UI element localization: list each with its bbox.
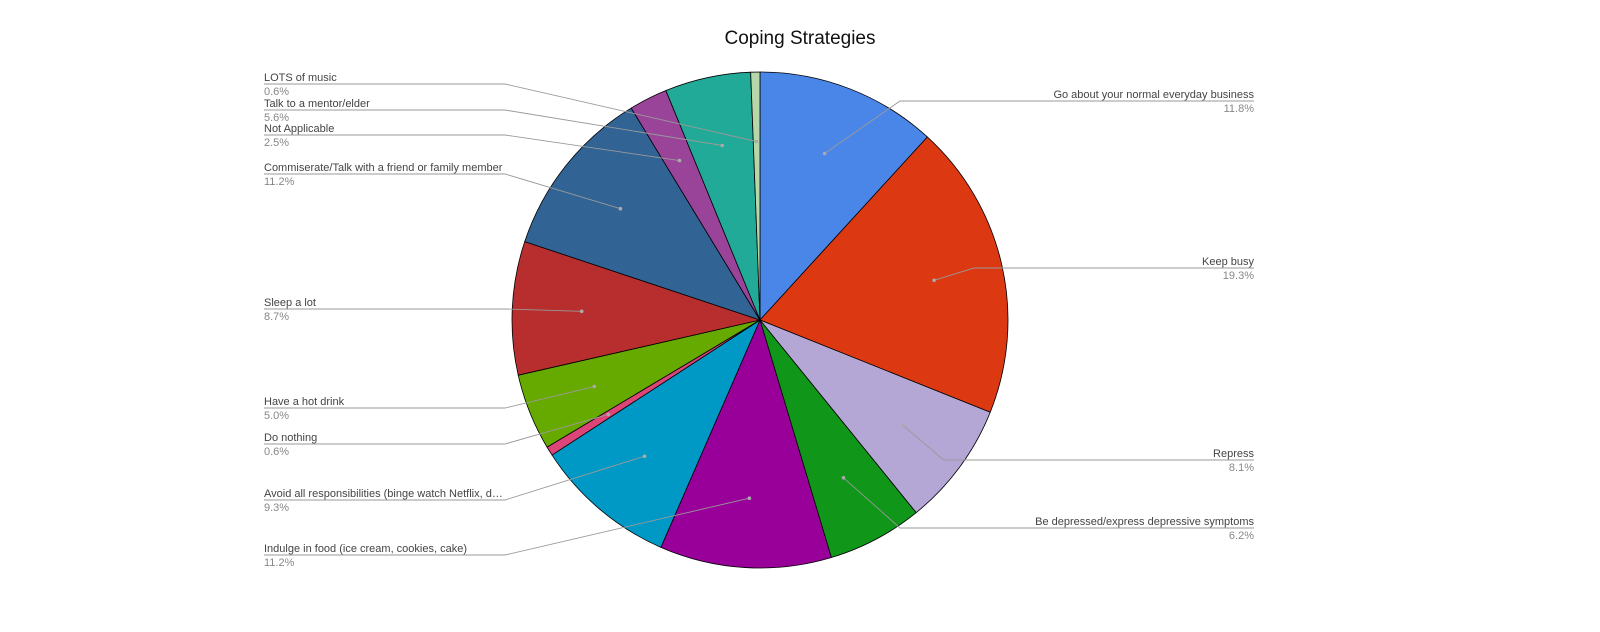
slice-percent-commiserate-talk-with-a-friend-or-family-member: 11.2% [264,176,295,188]
pie-slice-go-about-your-normal-everyday-business[interactable] [759,71,928,321]
slice-percent-be-depressed-express-depressive-symptoms: 6.2% [1229,530,1254,542]
slice-percent-lots-of-music: 0.6% [264,86,289,98]
callout-line-keep-busy [933,267,1254,281]
slice-label-repress: Repress [1213,448,1254,460]
callout-line-not-applicable [264,134,680,162]
slice-percent-go-about-your-normal-everyday-business: 11.8% [1224,103,1255,115]
slice-label-lots-of-music: LOTS of music [264,72,337,84]
slice-percent-have-a-hot-drink: 5.0% [264,410,289,422]
slice-label-sleep-a-lot: Sleep a lot [264,297,316,309]
callout-line-commiserate-talk-with-a-friend-or-family-member [264,173,621,210]
callout-dot-avoid-all-responsibilities-binge-watch-netflix-d [642,454,647,459]
slice-percent-indulge-in-food-ice-cream-cookies-cake: 11.2% [264,557,295,569]
callout-dot-have-a-hot-drink [592,384,597,389]
pie-slices [511,71,1009,569]
callout-line-avoid-all-responsibilities-binge-watch-netflix-d [264,455,645,501]
callout-line-repress [903,425,1254,461]
slice-percent-talk-to-a-mentor-elder: 5.6% [264,112,289,124]
slice-percent-keep-busy: 19.3% [1223,270,1254,282]
pie-slice-commiserate-talk-with-a-friend-or-family-member[interactable] [524,107,761,321]
slice-label-do-nothing: Do nothing [264,432,317,444]
callout-line-lots-of-music [264,83,757,142]
slice-label-be-depressed-express-depressive-symptoms: Be depressed/express depressive symptoms [1035,516,1254,528]
slice-label-talk-to-a-mentor-elder: Talk to a mentor/elder [264,98,370,110]
pie-slice-sleep-a-lot[interactable] [511,241,761,376]
pie-slice-indulge-in-food-ice-cream-cookies-cake[interactable] [660,319,832,569]
callout-line-talk-to-a-mentor-elder [264,109,723,146]
chart-title: Coping Strategies [724,28,876,49]
slice-percent-sleep-a-lot: 8.7% [264,311,289,323]
pie-slice-repress[interactable] [759,319,991,514]
callout-line-sleep-a-lot [264,308,582,312]
slice-percent-not-applicable: 2.5% [264,137,289,149]
callout-line-go-about-your-normal-everyday-business [824,100,1254,154]
callout-dot-talk-to-a-mentor-elder [720,143,724,148]
callout-dot-sleep-a-lot [579,309,584,314]
pie-slice-lots-of-music[interactable] [750,71,761,321]
slice-label-not-applicable: Not Applicable [264,123,334,135]
callout-line-have-a-hot-drink [264,386,595,409]
callout-line-be-depressed-express-depressive-symptoms [843,477,1254,529]
callout-dot-keep-busy [932,278,936,283]
slice-label-avoid-all-responsibilities-binge-watch-netflix-d: Avoid all responsibilities (binge watch … [264,488,503,500]
pie-slice-keep-busy[interactable] [759,136,1009,413]
slice-label-indulge-in-food-ice-cream-cookies-cake: Indulge in food (ice cream, cookies, cak… [264,543,467,555]
callout-dot-lots-of-music [754,139,759,144]
slice-percent-repress: 8.1% [1229,462,1254,474]
callout-dot-do-nothing [606,412,611,417]
callout-dot-be-depressed-express-depressive-symptoms [841,476,846,480]
callout-dot-indulge-in-food-ice-cream-cookies-cake [747,496,752,501]
slice-label-have-a-hot-drink: Have a hot drink [264,396,345,408]
callout-dot-go-about-your-normal-everyday-business [822,151,827,156]
pie-callouts: Go about your normal everyday business 11… [264,72,1254,569]
callout-dot-commiserate-talk-with-a-friend-or-family-member [618,206,623,211]
slice-percent-avoid-all-responsibilities-binge-watch-netflix-d: 9.3% [264,502,289,514]
callout-line-do-nothing [264,413,609,445]
slice-percent-do-nothing: 0.6% [264,446,289,458]
slice-label-keep-busy: Keep busy [1202,256,1254,268]
callout-line-indulge-in-food-ice-cream-cookies-cake [264,497,750,556]
callout-dot-repress [901,424,906,428]
slice-label-commiserate-talk-with-a-friend-or-family-member: Commiserate/Talk with a friend or family… [264,162,503,174]
slice-label-go-about-your-normal-everyday-business: Go about your normal everyday business [1053,89,1254,101]
pie-slice-avoid-all-responsibilities-binge-watch-netflix-d[interactable] [551,319,761,548]
callout-dot-not-applicable [677,158,682,163]
